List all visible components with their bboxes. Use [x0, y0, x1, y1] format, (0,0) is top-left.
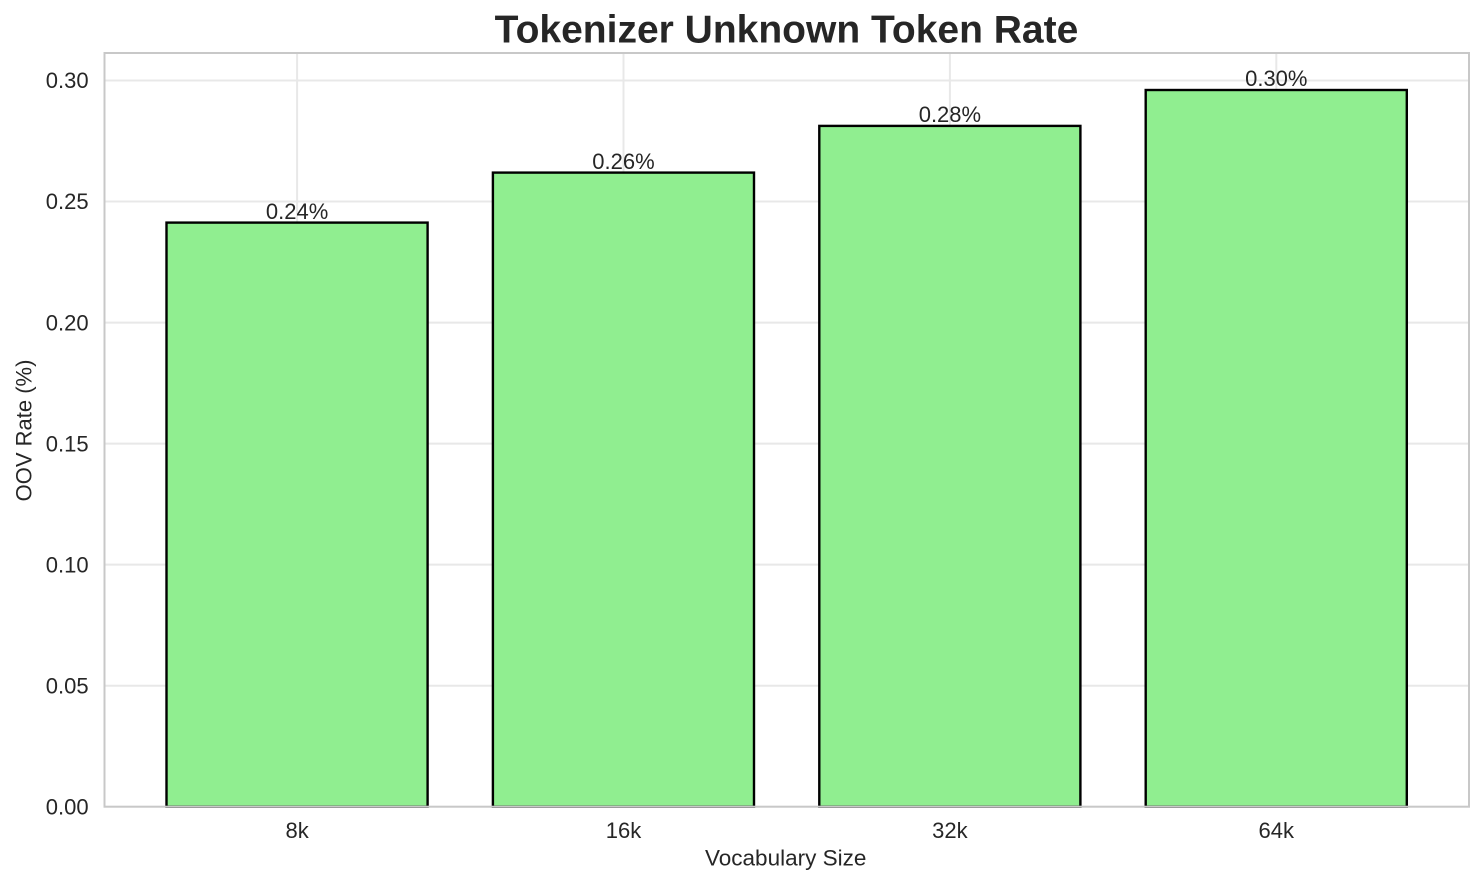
svg-text:0.00: 0.00: [46, 794, 89, 819]
svg-text:0.25: 0.25: [46, 189, 89, 214]
svg-text:0.24%: 0.24%: [266, 199, 328, 224]
svg-text:0.26%: 0.26%: [592, 149, 654, 174]
svg-text:0.28%: 0.28%: [919, 102, 981, 127]
svg-text:Vocabulary Size: Vocabulary Size: [705, 846, 866, 871]
svg-text:0.10: 0.10: [46, 552, 89, 577]
svg-text:8k: 8k: [285, 818, 309, 843]
svg-text:16k: 16k: [606, 818, 642, 843]
svg-text:0.05: 0.05: [46, 673, 89, 698]
svg-text:0.15: 0.15: [46, 431, 89, 456]
svg-text:32k: 32k: [932, 818, 968, 843]
svg-text:0.30: 0.30: [46, 68, 89, 93]
svg-text:0.20: 0.20: [46, 310, 89, 335]
svg-text:0.30%: 0.30%: [1245, 66, 1307, 91]
svg-text:64k: 64k: [1259, 818, 1295, 843]
svg-text:Tokenizer Unknown Token Rate: Tokenizer Unknown Token Rate: [495, 8, 1079, 51]
svg-text:OOV Rate (%): OOV Rate (%): [11, 360, 36, 502]
